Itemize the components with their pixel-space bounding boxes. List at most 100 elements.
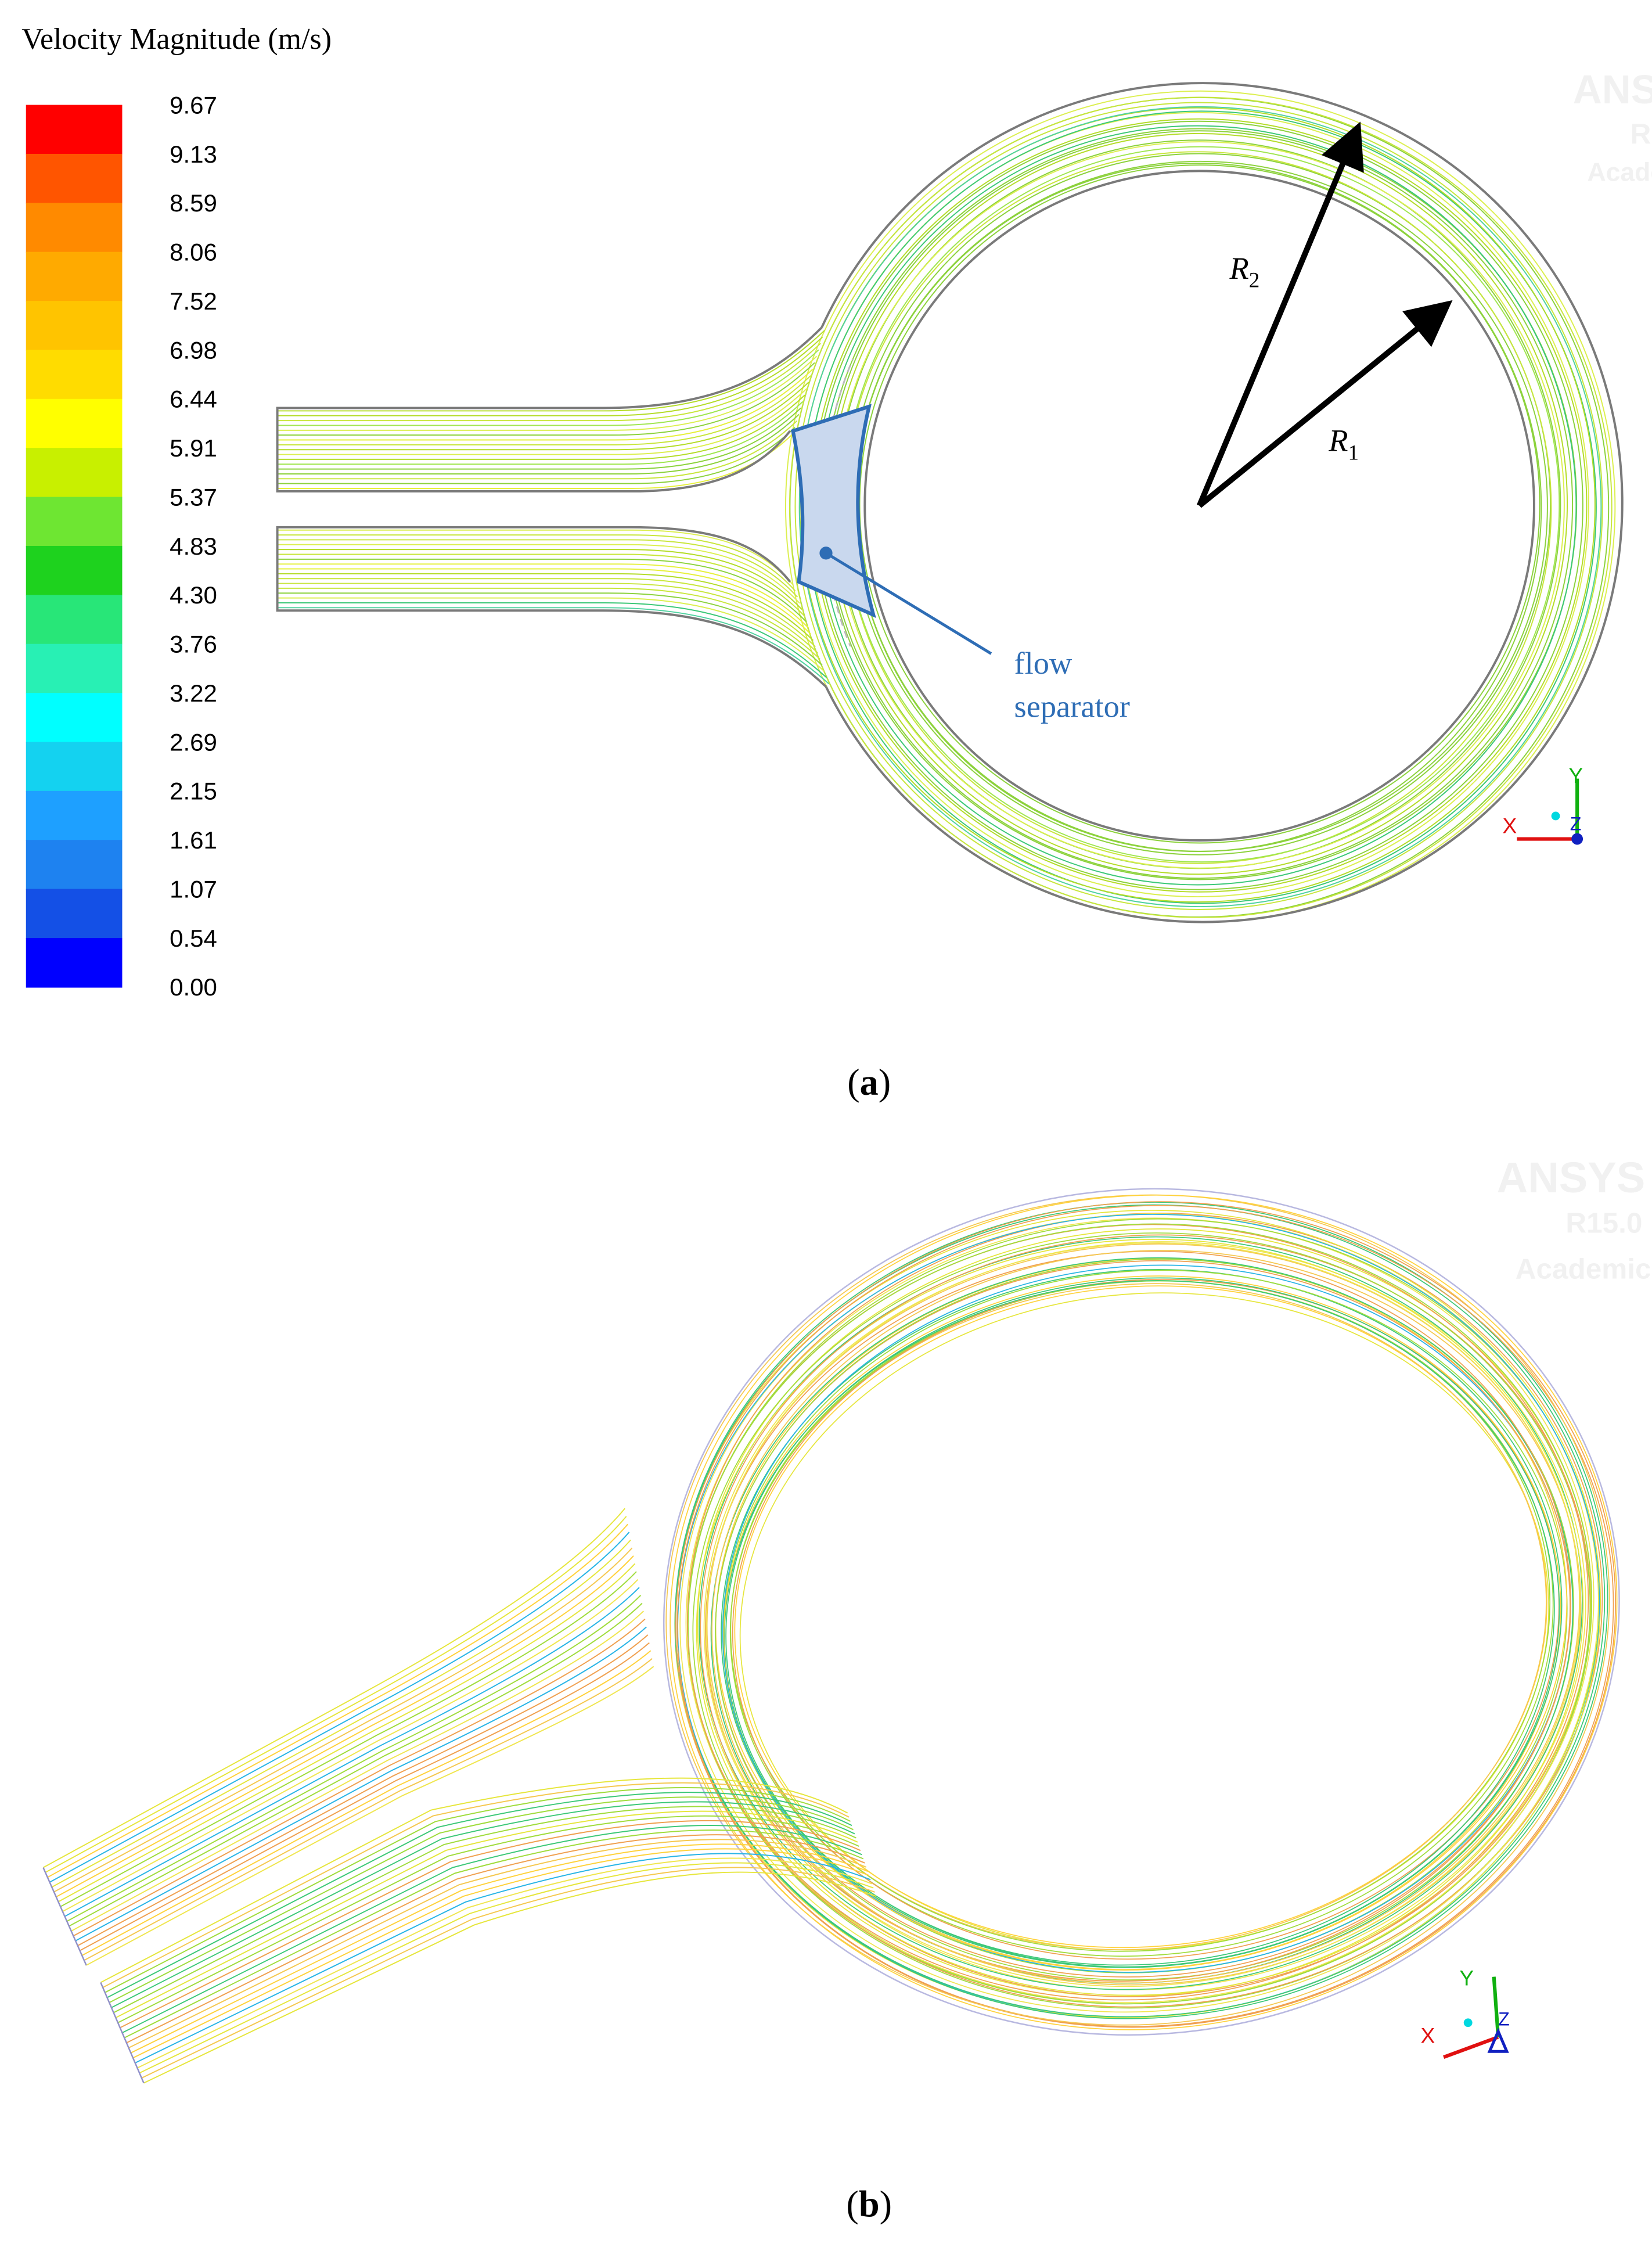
colorbar-band <box>26 742 123 792</box>
streamline <box>715 1257 1568 1971</box>
streamline <box>665 1194 1610 2026</box>
streamline <box>277 349 819 426</box>
streamline <box>700 1234 1591 1997</box>
streamline <box>277 343 821 422</box>
streamline <box>789 96 1610 918</box>
inner-wall <box>863 170 1535 842</box>
streamline <box>62 1579 639 1913</box>
colorbar-label: 4.30 <box>170 581 217 609</box>
colorbar-label: 0.00 <box>170 973 217 1001</box>
streamline <box>115 1810 858 2018</box>
caption-part: ) <box>880 2184 892 2225</box>
streamline <box>277 433 794 489</box>
flow-separator <box>791 404 876 619</box>
outer-wall <box>820 82 1624 923</box>
streamline <box>128 1839 867 2048</box>
streamline <box>53 1547 633 1893</box>
streamline <box>109 1796 854 2004</box>
caption-part: ) <box>879 1062 891 1103</box>
streamline <box>277 336 823 416</box>
streamline <box>670 1194 1618 2030</box>
axis-label: X <box>1421 2023 1435 2047</box>
leader-line <box>825 552 992 655</box>
colorbar-band <box>26 448 123 498</box>
colorbar-band <box>26 889 123 939</box>
streamline <box>277 573 814 641</box>
colorbar-band <box>26 595 123 645</box>
streamline <box>706 1241 1586 1990</box>
colorbar-label: 8.06 <box>170 239 217 266</box>
streamline <box>277 592 823 666</box>
watermark: R15.0 <box>1631 118 1652 150</box>
colorbar-label: 9.67 <box>170 91 217 118</box>
streamline <box>798 106 1602 908</box>
outlet-wall <box>276 526 827 688</box>
caption-letter: b <box>859 2184 880 2225</box>
streamline <box>66 1595 642 1922</box>
streamline <box>789 96 1613 918</box>
streamline <box>277 427 796 484</box>
colorbar-label: 2.15 <box>170 778 217 805</box>
streamline <box>277 539 798 598</box>
streamline <box>277 583 818 653</box>
streamline <box>277 420 798 480</box>
streamline <box>675 1204 1606 2018</box>
streamline <box>277 558 807 623</box>
colorbar-band <box>26 790 123 841</box>
streamline <box>277 375 811 445</box>
streamline <box>674 1202 1608 2019</box>
colorbar-band <box>26 203 123 253</box>
streamline <box>277 607 830 685</box>
axis-label: Z <box>1498 2009 1510 2030</box>
symbol: R <box>1328 423 1348 458</box>
colorbar-band <box>26 350 123 400</box>
streamline <box>141 1867 875 2079</box>
streamline <box>47 1523 628 1878</box>
streamline <box>696 1239 1584 1997</box>
streamline <box>277 414 800 474</box>
colorbar-label: 9.13 <box>170 141 217 168</box>
caption-letter: a <box>860 1062 879 1103</box>
colorbar-label: 6.44 <box>170 386 217 413</box>
streamline <box>122 1824 862 2033</box>
radius-label: R1 <box>1328 423 1359 465</box>
streamline <box>277 355 818 431</box>
streamline <box>277 382 809 451</box>
streamline <box>703 1242 1581 1987</box>
radius-arrow <box>1197 121 1364 507</box>
streamline <box>686 1213 1603 2008</box>
colorbar-band <box>26 937 123 988</box>
streamline <box>137 1857 873 2069</box>
streamline <box>277 544 800 604</box>
axis-triad: X Y Z <box>1421 1965 1510 2059</box>
outline <box>100 1982 145 2084</box>
streamline <box>715 1259 1574 1980</box>
symbol: R <box>1229 251 1249 286</box>
legend-title: Velocity Magnitude (m/s) <box>21 23 332 56</box>
colorbar-band <box>26 398 123 449</box>
streamline <box>102 1782 850 1989</box>
streamline <box>277 549 802 610</box>
streamline <box>277 597 825 672</box>
streamline <box>51 1539 631 1888</box>
colorbar-label: 0.54 <box>170 925 217 952</box>
streamline <box>42 1508 625 1868</box>
streamline <box>697 1228 1592 1996</box>
streamline <box>675 1201 1617 2028</box>
streamline <box>84 1658 653 1961</box>
caption: (a) <box>847 1062 891 1103</box>
streamline <box>859 164 1541 844</box>
streamline <box>77 1634 649 1947</box>
colorbar-label: 2.69 <box>170 728 217 756</box>
colorbar-label: 8.59 <box>170 189 217 217</box>
streamline <box>723 1275 1561 1970</box>
watermark: R15.0 <box>1565 1207 1642 1239</box>
streamline <box>81 1650 652 1956</box>
subscript: 2 <box>1249 269 1260 293</box>
axis-label: Y <box>1568 763 1583 788</box>
watermark: ANSYS <box>1497 1153 1646 1202</box>
colorbar-band <box>26 840 123 890</box>
streamline <box>277 534 796 592</box>
streamline <box>80 1642 650 1951</box>
